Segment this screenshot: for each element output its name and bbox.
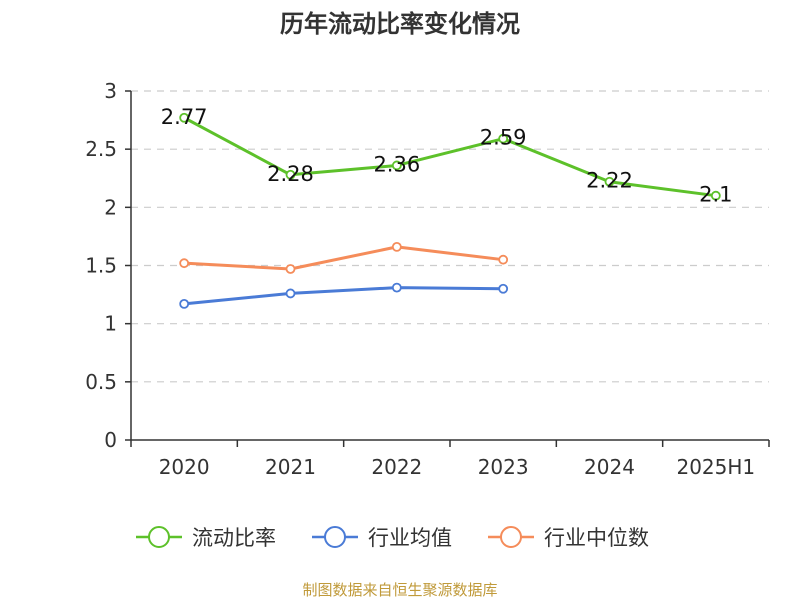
legend-label: 行业中位数	[544, 526, 649, 550]
data-point	[391, 241, 402, 252]
legend-marker	[324, 526, 346, 548]
data-point	[285, 264, 296, 274]
x-tick-label: 2024	[584, 455, 635, 479]
data-point	[391, 160, 402, 171]
legend-label: 行业均值	[368, 526, 452, 550]
legend-item: 流动比率	[136, 526, 276, 550]
data-labels: 2.77 2.28 2.36 2.59 2.22 2.1	[161, 105, 733, 207]
source-note: 制图数据来自恒生聚源数据库	[302, 581, 497, 599]
series-group	[179, 112, 721, 309]
data-label: 2.36	[373, 152, 420, 176]
data-point	[710, 190, 721, 201]
data-label: 2.59	[480, 126, 527, 150]
data-point	[285, 169, 296, 180]
legend-marker	[500, 526, 522, 548]
data-label: 2.28	[267, 162, 314, 186]
y-tick-label: 2	[104, 195, 117, 219]
series-line-1	[184, 286, 504, 306]
data-label: 2.1	[699, 183, 732, 207]
y-tick-label: 0	[104, 428, 117, 452]
data-point	[179, 112, 190, 123]
data-point	[179, 298, 190, 309]
legend-marker	[148, 526, 170, 548]
data-point	[179, 258, 190, 269]
y-tick-label: 3	[104, 79, 117, 103]
x-tick-label: 2025H1	[676, 455, 755, 479]
data-point	[498, 133, 509, 144]
series-line-0	[183, 116, 717, 198]
series-line-2	[184, 245, 504, 271]
legend-label: 流动比率	[192, 526, 276, 550]
y-tick-label: 1.5	[85, 254, 117, 278]
x-tick-label: 2022	[371, 455, 422, 479]
x-tick-label: 2021	[265, 455, 316, 479]
legend: 流动比率 行业均值 行业中位数	[136, 526, 649, 550]
data-point	[285, 288, 296, 299]
legend-item: 行业中位数	[488, 526, 649, 550]
data-point	[604, 176, 615, 187]
axes: 0 0.5 1 1.5 2 2.5 3 2020 2021 2022 2023 2024 2025H1	[85, 79, 770, 479]
y-tick-label: 1	[104, 312, 117, 336]
y-tick-label: 2.5	[85, 137, 117, 161]
x-tick-label: 2020	[159, 455, 210, 479]
chart-title: 历年流动比率变化情况	[280, 10, 520, 38]
data-label: 2.22	[586, 169, 633, 193]
y-tick-label: 0.5	[85, 370, 117, 394]
data-label: 2.77	[161, 105, 208, 129]
grid	[131, 90, 769, 383]
x-tick-label: 2023	[478, 455, 529, 479]
data-point	[498, 283, 509, 294]
data-point	[391, 282, 402, 293]
legend-item: 行业均值	[312, 526, 452, 550]
data-point	[498, 254, 509, 265]
